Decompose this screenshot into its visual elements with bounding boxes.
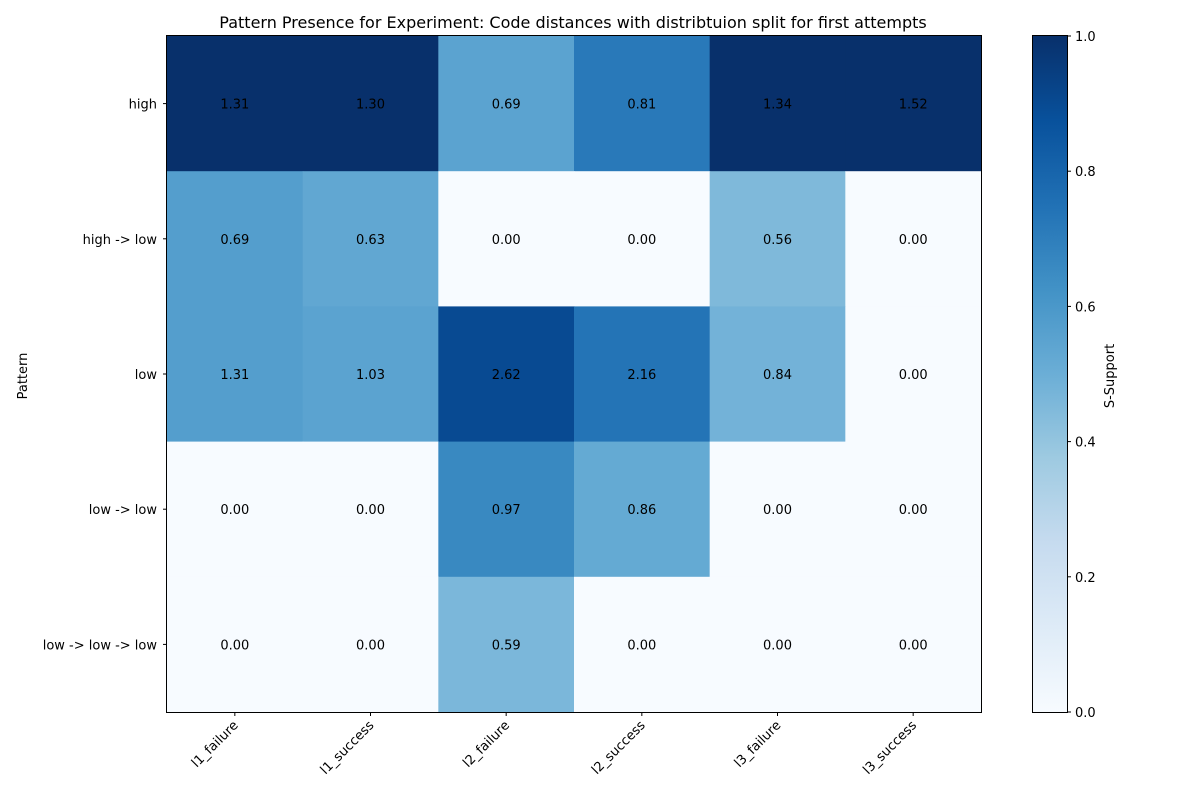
heatmap-cell	[574, 441, 711, 578]
colorbar-ticks: 0.0 0.2 0.4 0.6 0.8 1.0	[1067, 30, 1096, 721]
cell-value-label: 1.31	[220, 98, 249, 113]
heatmap-cell-labels: 1.31 1.30 0.69 0.81 1.34 1.52 0.69 0.63 0.00 0.00…	[220, 98, 927, 654]
cell-value-label: 0.00	[356, 503, 385, 518]
heatmap-cell	[167, 441, 304, 578]
heatmap-cell	[845, 441, 982, 578]
cell-value-label: 0.69	[220, 233, 249, 248]
y-tick-label: high	[129, 98, 157, 113]
cell-value-label: 0.00	[627, 233, 656, 248]
heatmap-cell	[845, 171, 982, 307]
cell-value-label: 0.00	[763, 638, 792, 653]
cell-value-label: 0.00	[220, 638, 249, 653]
x-tick-label: l1_failure	[189, 718, 242, 771]
cell-value-label: 0.86	[627, 503, 656, 518]
cell-value-label: 0.84	[763, 368, 792, 383]
colorbar-tick-label: 0.2	[1075, 571, 1096, 586]
colorbar	[1033, 36, 1067, 712]
x-tick-label: l3_failure	[732, 718, 785, 771]
colorbar-label: S-Support	[1103, 344, 1118, 408]
heatmap-cell	[167, 171, 304, 307]
heatmap-cell	[574, 306, 711, 443]
x-axis-ticks: l1_failure l1_success l2_failure l2_success…	[189, 712, 920, 778]
cell-value-label: 0.00	[899, 233, 928, 248]
cell-value-label: 0.00	[627, 638, 656, 653]
heatmap-cell	[709, 306, 846, 443]
cell-value-label: 0.00	[220, 503, 249, 518]
cell-value-label: 0.69	[492, 98, 521, 113]
colorbar-tick-label: 1.0	[1075, 30, 1096, 45]
x-tick-label: l1_success	[318, 718, 378, 778]
y-tick-label: low -> low -> low	[43, 638, 158, 653]
y-tick-label: low -> low	[89, 503, 158, 518]
heatmap-cell	[574, 576, 711, 713]
colorbar-tick-label: 0.6	[1075, 300, 1096, 315]
cell-value-label: 0.59	[492, 638, 521, 653]
colorbar-tick-label: 0.8	[1075, 165, 1096, 180]
cell-value-label: 0.00	[899, 638, 928, 653]
cell-value-label: 1.03	[356, 368, 385, 383]
cell-value-label: 1.52	[899, 98, 928, 113]
y-axis-label: Pattern	[16, 353, 31, 400]
x-tick-label: l2_success	[589, 718, 649, 778]
heatmap-cell	[709, 36, 846, 172]
heatmap-cell	[302, 171, 439, 307]
x-tick-label: l3_success	[860, 718, 920, 778]
colorbar-tick-label: 0.4	[1075, 436, 1096, 451]
cell-value-label: 0.97	[492, 503, 521, 518]
cell-value-label: 1.30	[356, 98, 385, 113]
heatmap-cell	[302, 576, 439, 713]
heatmap-cell	[709, 441, 846, 578]
cell-value-label: 0.00	[899, 503, 928, 518]
colorbar-tick-label: 0.0	[1075, 706, 1096, 721]
cell-value-label: 0.00	[356, 638, 385, 653]
heatmap-cell	[302, 306, 439, 443]
cell-value-label: 0.56	[763, 233, 792, 248]
cell-value-label: 2.62	[492, 368, 521, 383]
heatmap-cell	[438, 441, 575, 578]
heatmap-cell	[302, 441, 439, 578]
heatmap-cell	[574, 171, 711, 307]
cell-value-label: 0.81	[627, 98, 656, 113]
heatmap-cell	[845, 36, 982, 172]
chart-title: Pattern Presence for Experiment: Code di…	[219, 13, 926, 32]
heatmap-cell	[167, 36, 304, 172]
heatmap-cell	[438, 171, 575, 307]
heatmap-cell	[438, 576, 575, 713]
cell-value-label: 0.63	[356, 233, 385, 248]
heatmap-cell	[167, 306, 304, 443]
heatmap-cells	[167, 36, 982, 713]
y-axis-ticks: high high -> low low low -> low low -> low -…	[43, 98, 167, 653]
y-tick-label: high -> low	[83, 233, 158, 248]
y-tick-label: low	[135, 368, 158, 383]
cell-value-label: 0.00	[492, 233, 521, 248]
colorbar-frame	[1032, 35, 1068, 713]
cell-value-label: 1.31	[220, 368, 249, 383]
heatmap-cell	[302, 36, 439, 172]
heatmap-cell	[709, 171, 846, 307]
heatmap-cell	[167, 576, 304, 713]
cell-value-label: 0.00	[763, 503, 792, 518]
heatmap-cell	[438, 306, 575, 443]
cell-value-label: 2.16	[627, 368, 656, 383]
x-tick-label: l2_failure	[460, 718, 513, 771]
cell-value-label: 0.00	[899, 368, 928, 383]
heatmap-cell	[845, 306, 982, 443]
heatmap-cell	[574, 36, 711, 172]
heatmap-cell	[709, 576, 846, 713]
cell-value-label: 1.34	[763, 98, 792, 113]
heatmap-cell	[438, 36, 575, 172]
heatmap-cell	[845, 576, 982, 713]
